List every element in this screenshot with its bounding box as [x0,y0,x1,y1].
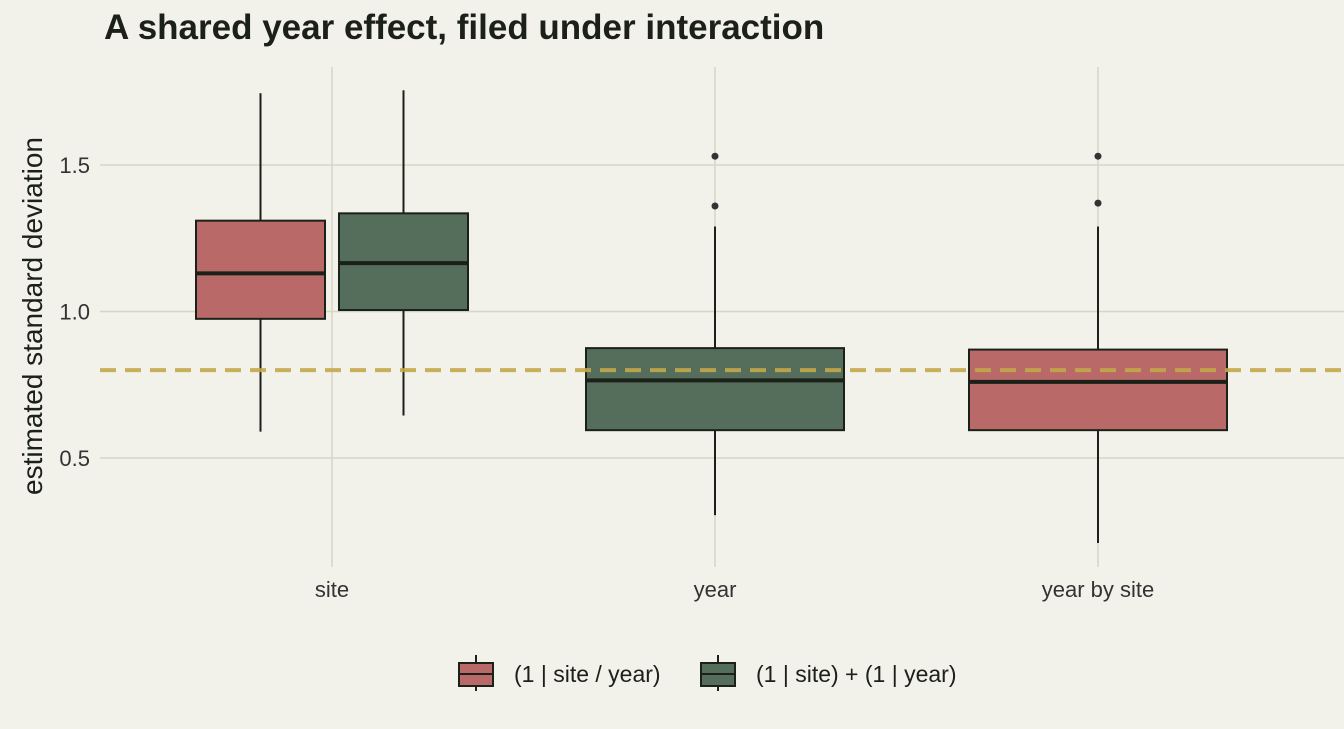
x-tick-label: year [694,577,737,602]
y-axis-title: estimated standard deviation [17,137,48,495]
x-tick-label: year by site [1042,577,1155,602]
outlier-point [1094,199,1102,207]
x-tick-label: site [315,577,349,602]
outlier-point [711,202,719,210]
legend-label: (1 | site) + (1 | year) [756,661,956,687]
y-tick-label: 0.5 [59,446,90,471]
outlier-point [711,152,719,160]
boxes-group [195,90,1228,543]
outlier-point [1094,152,1102,160]
box [585,347,845,432]
y-tick-label: 1.0 [59,300,90,325]
legend: (1 | site / year) (1 | site) + (1 | year) [458,655,956,691]
box [968,348,1228,432]
x-axis-ticks: site year year by site [315,577,1154,602]
legend-label: (1 | site / year) [514,661,661,687]
y-axis-ticks: 0.5 1.0 1.5 [59,153,90,471]
legend-item: (1 | site / year) [458,655,661,691]
legend-item: (1 | site) + (1 | year) [700,655,956,691]
box [195,219,326,320]
chart-title: A shared year effect, filed under intera… [104,8,825,47]
y-tick-label: 1.5 [59,153,90,178]
